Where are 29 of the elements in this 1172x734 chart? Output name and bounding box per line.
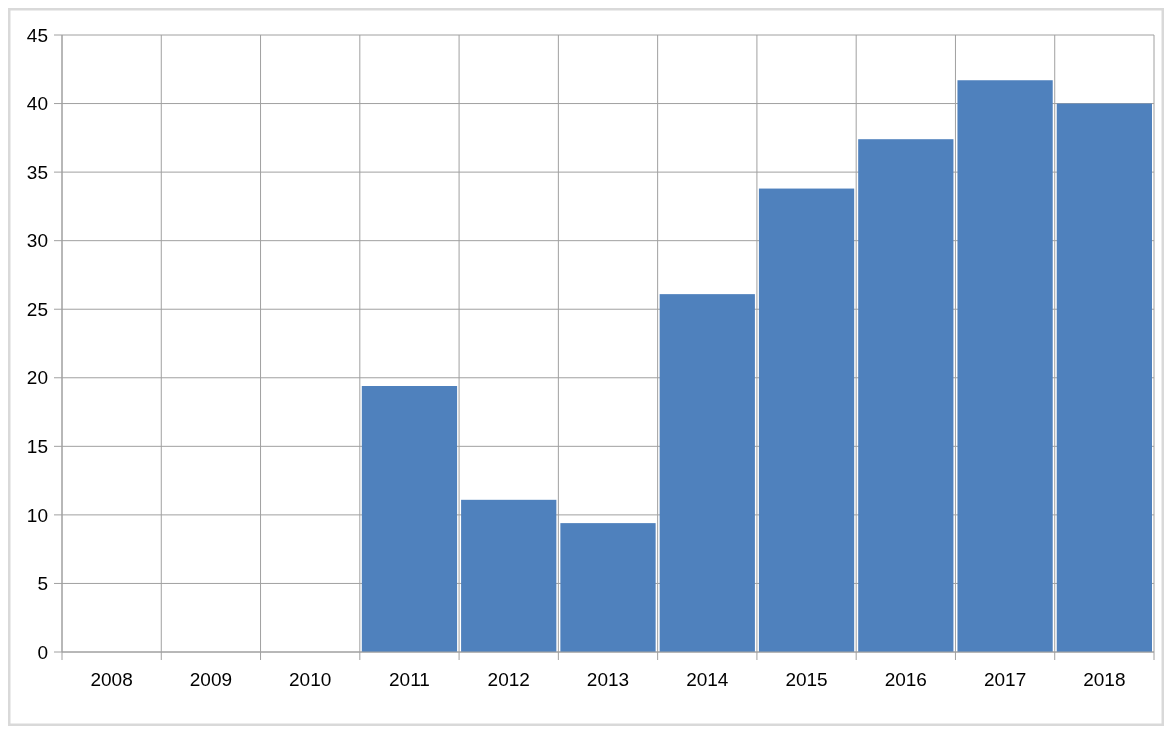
bar xyxy=(560,523,656,652)
x-tick-label: 2011 xyxy=(389,669,430,690)
x-tick-label: 2009 xyxy=(189,669,233,690)
y-tick-label: 30 xyxy=(26,230,48,252)
y-tick-label: 20 xyxy=(26,367,48,389)
x-tick-label: 2016 xyxy=(884,669,927,690)
y-tick-label: 10 xyxy=(26,504,48,526)
y-tick-label: 0 xyxy=(37,641,48,663)
bar xyxy=(957,80,1053,652)
y-tick-label: 40 xyxy=(26,93,48,115)
x-tick-label: 2018 xyxy=(1083,669,1126,690)
bar xyxy=(659,294,755,652)
x-tick-label: 2008 xyxy=(90,669,133,690)
bar xyxy=(361,386,458,652)
x-tick-label: 2014 xyxy=(686,669,729,690)
x-tick-label: 2017 xyxy=(983,669,1027,690)
y-tick-label: 5 xyxy=(37,573,48,595)
y-tick-label: 45 xyxy=(26,24,48,46)
y-tick-label: 35 xyxy=(26,161,48,183)
y-tick-label: 25 xyxy=(26,298,48,320)
x-tick-label: 2010 xyxy=(289,669,332,690)
bar xyxy=(758,188,855,652)
x-tick-label: 2015 xyxy=(785,669,828,690)
bar xyxy=(1056,103,1152,652)
x-tick-label: 2012 xyxy=(487,669,530,690)
bar xyxy=(858,139,954,652)
bar xyxy=(461,499,557,652)
y-tick-label: 15 xyxy=(26,435,48,457)
x-tick-label: 2013 xyxy=(586,669,630,690)
